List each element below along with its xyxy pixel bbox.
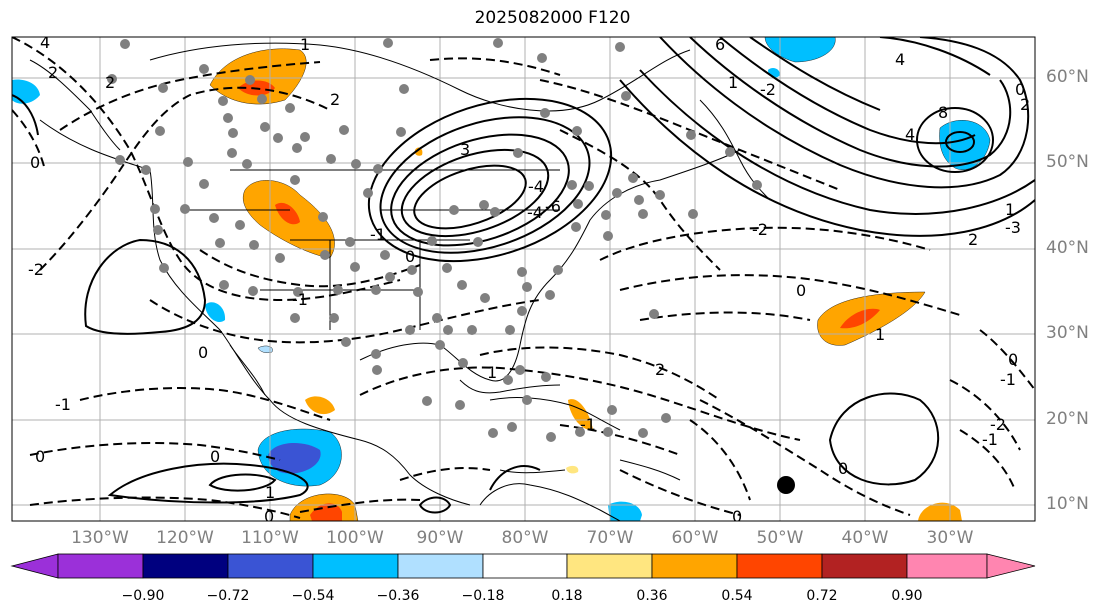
- contour-labels: 4 2 2 0 2 -2 3 -4 -1 0 -1 1 -4 -6 4 1 -2…: [28, 33, 1030, 526]
- lat-tick-label: 10°N: [1046, 494, 1089, 514]
- contour-label: 1: [300, 35, 310, 54]
- contour-label: -1: [370, 225, 386, 244]
- station-dots: [107, 38, 762, 442]
- contour-label: -1: [292, 290, 308, 309]
- lon-tick-label: 40°W: [841, 528, 889, 548]
- contour-label: 0: [405, 247, 415, 266]
- lat-tick-label: 20°N: [1046, 409, 1089, 429]
- contour-label: 0: [838, 459, 848, 478]
- map-frame: [11, 36, 1036, 522]
- lat-tick-label: 40°N: [1046, 238, 1089, 258]
- contour-label: 2: [1020, 95, 1030, 114]
- contour-label: 8: [938, 103, 948, 122]
- contour-label: -6: [545, 197, 561, 216]
- lon-tick-label: 80°W: [501, 528, 549, 548]
- contour-label: 6: [715, 35, 725, 54]
- contour-label: -1: [982, 430, 998, 449]
- contour-label: 4: [905, 125, 915, 144]
- contour-label: 3: [460, 140, 470, 159]
- contour-label: 2: [330, 90, 340, 109]
- contour-label: 0: [30, 153, 40, 172]
- shaded-areas: [12, 37, 991, 521]
- colorbar-tick-label: 0.72: [806, 588, 838, 604]
- colorbar-tick-label: 0.54: [721, 588, 753, 604]
- colorbar-tick-label: −0.72: [206, 588, 250, 604]
- lon-tick-label: 90°W: [416, 528, 464, 548]
- contour-label: 0: [732, 507, 742, 526]
- contour-label: 4: [40, 33, 50, 52]
- dashed-contours: [12, 37, 1035, 519]
- colorbar-tick-label: −0.90: [121, 588, 165, 604]
- contour-label: 0: [1015, 80, 1025, 99]
- lon-tick-label: 130°W: [71, 528, 129, 548]
- contour-label: 0: [210, 447, 220, 466]
- lat-tick-label: 60°N: [1046, 67, 1089, 87]
- lon-tick-label: 70°W: [586, 528, 634, 548]
- colorbar-tick-label: 0.18: [551, 588, 583, 604]
- lon-tick-label: 100°W: [326, 528, 384, 548]
- colorbar-tick-label: 0.36: [636, 588, 668, 604]
- contour-label: 2: [655, 360, 665, 379]
- coastlines: [29, 42, 771, 521]
- colorbar-extend-low: [10, 553, 59, 579]
- colorbar: [10, 553, 1036, 579]
- contour-label: -4: [527, 203, 543, 222]
- contour-label: -1: [1000, 370, 1016, 389]
- contour-label: -2: [752, 220, 768, 239]
- contour-label: 1: [1005, 200, 1015, 219]
- lat-tick-label: 30°N: [1046, 323, 1089, 343]
- contour-label: 1: [265, 483, 275, 502]
- contour-label: 4: [895, 50, 905, 69]
- contour-label: 1: [875, 325, 885, 344]
- lat-tick-label: 50°N: [1046, 152, 1089, 172]
- contour-label: 1: [728, 73, 738, 92]
- storm-marker: [777, 476, 795, 494]
- contour-label: 0: [35, 447, 45, 466]
- lon-tick-label: 60°W: [671, 528, 719, 548]
- contour-label: 0: [796, 281, 806, 300]
- contour-label: -2: [28, 260, 44, 279]
- colorbar-tick-label: 0.90: [891, 588, 923, 604]
- colorbar-extend-high: [986, 553, 1036, 579]
- lon-tick-label: 50°W: [756, 528, 804, 548]
- contour-label: -1: [55, 395, 71, 414]
- solid-contours: [12, 37, 1035, 514]
- contour-label: 2: [968, 230, 978, 249]
- lon-tick-label: 120°W: [156, 528, 214, 548]
- contour-label: 0: [1008, 350, 1018, 369]
- contour-label: 2: [105, 73, 115, 92]
- contour-label: -1: [580, 415, 596, 434]
- contour-label: -3: [1005, 218, 1021, 237]
- map-title: 2025082000 F120: [474, 8, 631, 28]
- grid-lines: [12, 37, 1035, 521]
- contour-label: 1: [487, 363, 497, 382]
- colorbar-tick-label: −0.36: [376, 588, 420, 604]
- colorbar-tick-label: −0.18: [461, 588, 505, 604]
- contour-label: 2: [48, 63, 58, 82]
- colorbar-tick-label: −0.54: [291, 588, 335, 604]
- lon-tick-label: 110°W: [241, 528, 299, 548]
- contour-label: 0: [264, 507, 274, 526]
- lon-tick-label: 30°W: [926, 528, 974, 548]
- contour-label: -2: [760, 80, 776, 99]
- contour-label: -4: [528, 177, 544, 196]
- contour-label: -2: [990, 415, 1006, 434]
- contour-label: 0: [198, 343, 208, 362]
